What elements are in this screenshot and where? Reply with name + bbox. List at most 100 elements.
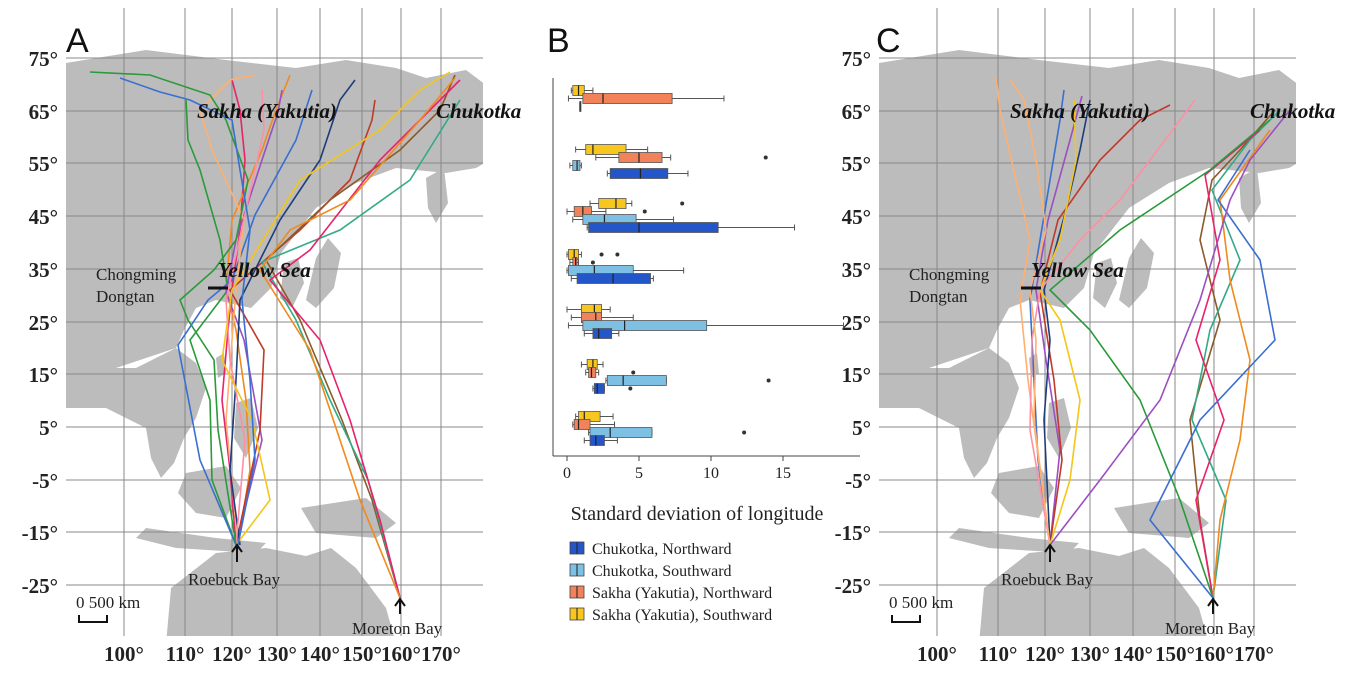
box — [586, 222, 796, 233]
box — [605, 375, 771, 386]
lat-label: 5° — [39, 416, 58, 440]
region-sakha-a: Sakha (Yakutia) — [197, 99, 337, 123]
legend-entry: Sakha (Yakutia), Southward — [592, 607, 772, 624]
track-a — [225, 89, 265, 546]
lat-label: 55° — [29, 152, 58, 176]
lat-label: 55° — [842, 152, 871, 176]
track-c — [1029, 99, 1196, 546]
site-moreton-a: Moreton Bay — [352, 619, 443, 638]
lat-label: 15° — [842, 363, 871, 387]
track-a — [225, 89, 283, 546]
lat-label: -5° — [845, 469, 871, 493]
panel-label-a: A — [66, 22, 89, 60]
box — [570, 273, 654, 284]
lon-label: 100° — [104, 642, 144, 666]
box — [567, 320, 844, 331]
box-iqr — [589, 435, 605, 446]
box-iqr — [589, 427, 653, 438]
box — [575, 144, 649, 155]
arrow-moreton-c — [1207, 597, 1219, 614]
lat-label: 25° — [29, 311, 58, 335]
lat-label: 45° — [842, 205, 871, 229]
b-x-tick-label: 15 — [775, 465, 791, 482]
legend-entry: Sakha (Yakutia), Northward — [592, 585, 772, 602]
b-x-tick-label: 10 — [703, 465, 719, 482]
site-dongtan-c: Dongtan — [909, 287, 968, 306]
site-moreton-c: Moreton Bay — [1165, 619, 1256, 638]
box — [570, 85, 594, 96]
lat-label: 15° — [29, 363, 58, 387]
region-yellow-sea-c: Yellow Sea — [1031, 258, 1124, 282]
track-c — [1035, 95, 1083, 546]
box-iqr — [592, 328, 613, 339]
lon-label: 110° — [166, 642, 205, 666]
region-yellow-sea-a: Yellow Sea — [218, 258, 311, 282]
site-roebuck-c: Roebuck Bay — [1001, 570, 1094, 589]
site-roebuck-a: Roebuck Bay — [188, 570, 281, 589]
lat-label: 65° — [842, 100, 871, 124]
box — [589, 198, 685, 209]
lon-label: 170° — [421, 642, 461, 666]
track-c — [1049, 109, 1291, 546]
box-iqr — [572, 160, 581, 171]
lon-label: 140° — [1113, 642, 1153, 666]
lon-label: 110° — [979, 642, 1018, 666]
b-x-tick-label: 5 — [635, 465, 643, 482]
box — [569, 160, 582, 171]
box — [588, 427, 747, 438]
b-x-axis-label: Standard deviation of longitude — [571, 503, 824, 525]
lat-label: -15° — [835, 521, 871, 545]
box-iqr — [588, 222, 719, 233]
box-iqr — [588, 367, 597, 378]
region-sakha-c: Sakha (Yakutia) — [1010, 99, 1150, 123]
box-iqr — [582, 93, 673, 104]
track-c — [1212, 129, 1271, 599]
box — [592, 383, 633, 394]
region-chukotka-a: Chukotka — [436, 99, 521, 123]
lat-label: -25° — [835, 574, 871, 598]
map-panel-a — [66, 8, 483, 636]
lon-label: 100° — [917, 642, 957, 666]
track-c — [1039, 104, 1171, 546]
box-outlier — [642, 209, 647, 214]
box-iqr — [618, 152, 663, 163]
lat-label: 75° — [842, 47, 871, 71]
track-c — [1048, 119, 1271, 599]
legend-entry: Chukotka, Southward — [592, 563, 732, 580]
lat-label: 25° — [842, 311, 871, 335]
lat-label: 35° — [842, 258, 871, 282]
box — [566, 249, 620, 260]
map-panel-c — [879, 8, 1296, 636]
box-outlier — [631, 370, 636, 375]
lon-label: 170° — [1234, 642, 1274, 666]
arrow-moreton-a — [394, 597, 406, 614]
box — [580, 359, 604, 370]
box-iqr — [585, 144, 627, 155]
lat-label: 5° — [852, 416, 871, 440]
region-chukotka-c: Chukotka — [1250, 99, 1335, 123]
lon-label: 130° — [257, 642, 297, 666]
track-c — [1149, 149, 1276, 599]
panel-label-c: C — [876, 22, 901, 60]
lat-label: -15° — [22, 521, 58, 545]
boxplot-panel-b: 0 5 10 15 Standard deviation of longitude C… — [552, 78, 860, 624]
lon-label: 150° — [342, 642, 382, 666]
lon-label: 130° — [1070, 642, 1110, 666]
site-dongtan-a: Dongtan — [96, 287, 155, 306]
box-outlier — [599, 252, 604, 257]
box-iqr — [606, 375, 667, 386]
site-chongming-c: Chongming — [909, 265, 990, 284]
lat-label: -5° — [32, 469, 58, 493]
track-c — [1043, 99, 1091, 546]
scale-bar-label-c: 0 500 km — [889, 593, 953, 612]
box-outlier — [742, 430, 747, 435]
arrow-roebuck-a — [231, 543, 243, 562]
track-a — [221, 71, 451, 546]
track-a — [119, 77, 256, 546]
lon-label: 160° — [1194, 642, 1234, 666]
lat-label: 35° — [29, 258, 58, 282]
track-a — [229, 79, 356, 546]
legend-entry: Chukotka, Northward — [592, 541, 732, 558]
box-iqr — [609, 168, 669, 179]
box — [572, 419, 616, 430]
